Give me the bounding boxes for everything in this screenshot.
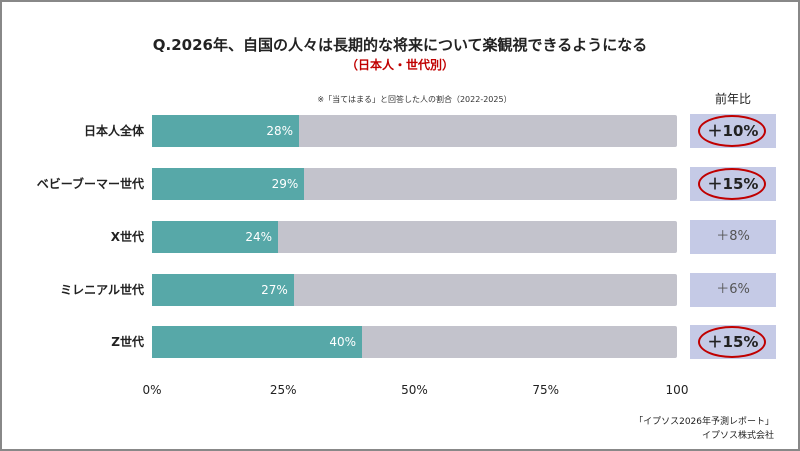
bar-value-label: 24% bbox=[245, 230, 272, 244]
highlight-circle bbox=[698, 115, 766, 147]
bar: 40% bbox=[152, 326, 362, 358]
bar-track: 24% bbox=[152, 221, 677, 253]
yoy-value: ＋8% bbox=[716, 229, 750, 244]
bar-track: 28% bbox=[152, 115, 677, 147]
chart-subtitle: （日本人・世代別） bbox=[345, 58, 454, 72]
x-tick-label: 25% bbox=[269, 383, 297, 397]
bar-value-label: 28% bbox=[266, 124, 293, 138]
yoy-cell: ＋10% bbox=[690, 114, 776, 148]
category-label: 日本人全体 bbox=[83, 124, 144, 138]
bar-value-label: 40% bbox=[329, 335, 356, 349]
x-tick-label: 0% bbox=[142, 383, 162, 397]
bar-track: 40% bbox=[152, 326, 677, 358]
category-label: Z世代 bbox=[111, 335, 144, 349]
category-label: ミレニアル世代 bbox=[60, 283, 144, 297]
bar-track: 27% bbox=[152, 274, 677, 306]
highlight-circle bbox=[698, 168, 766, 200]
yoy-cell: ＋6% bbox=[690, 273, 776, 307]
bar-track: 29% bbox=[152, 168, 677, 200]
bar: 29% bbox=[152, 168, 305, 200]
chart-note: ※「当てはまる」と回答した人の割合（2022-2025） bbox=[317, 95, 512, 104]
yoy-cell: ＋15% bbox=[690, 325, 776, 359]
category-label: ベビーブーマー世代 bbox=[36, 177, 144, 191]
yoy-header: 前年比 bbox=[714, 92, 751, 106]
chart-title: Q.2026年、自国の人々は長期的な将来について楽観視できるようになる bbox=[152, 36, 648, 54]
bar-value-label: 29% bbox=[271, 177, 299, 191]
bar: 28% bbox=[152, 115, 299, 147]
bar-value-label: 27% bbox=[261, 283, 288, 297]
source-line-2: イプソス株式会社 bbox=[701, 431, 774, 441]
yoy-value: ＋6% bbox=[716, 282, 750, 297]
bar: 27% bbox=[152, 274, 294, 306]
bar: 24% bbox=[152, 221, 278, 253]
highlight-circle bbox=[698, 326, 766, 358]
x-tick-label: 50% bbox=[401, 383, 428, 397]
x-tick-label: 75% bbox=[532, 383, 560, 397]
yoy-cell: ＋8% bbox=[690, 220, 776, 254]
source-line-1: 「イプソス2026年予測レポート」 bbox=[634, 417, 774, 427]
x-tick-label: 100 bbox=[665, 383, 689, 397]
category-label: X世代 bbox=[110, 230, 144, 244]
yoy-cell: ＋15% bbox=[690, 167, 776, 201]
